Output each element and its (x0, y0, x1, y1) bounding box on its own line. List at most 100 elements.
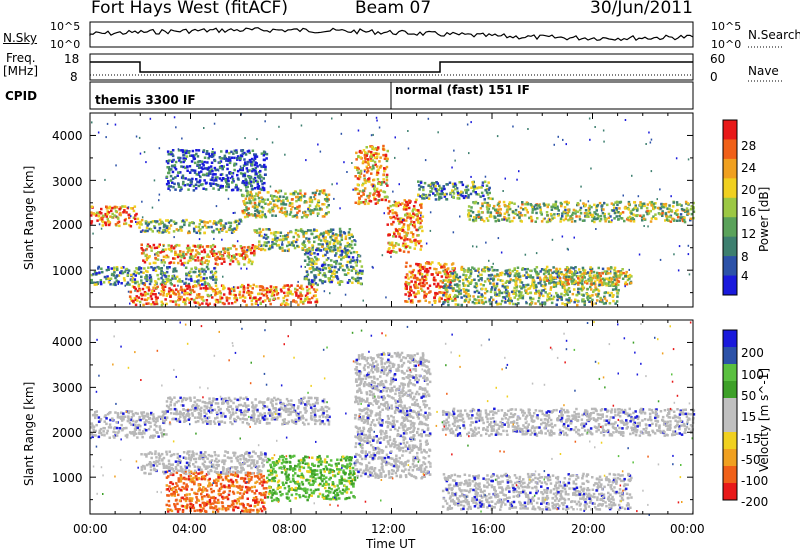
power-cell (243, 263, 246, 266)
power-cell (654, 202, 657, 205)
power-cell (438, 291, 441, 294)
power-cell (408, 246, 412, 249)
power-cell (280, 202, 283, 206)
power-cell (259, 302, 262, 305)
power-cell (311, 248, 314, 251)
power-cell (198, 179, 202, 182)
power-cell (251, 163, 254, 167)
power-cell (165, 293, 169, 296)
power-speckle-cell (383, 212, 385, 215)
power-cell (308, 291, 312, 295)
power-cell (195, 231, 198, 234)
power-cell (457, 303, 460, 306)
power-cell (412, 205, 416, 208)
power-cell (501, 284, 504, 288)
power-cell (372, 183, 375, 187)
power-cell (190, 279, 193, 282)
power-cell (304, 294, 308, 297)
power-cell (245, 180, 248, 183)
power-cell (529, 296, 532, 299)
power-cell (258, 191, 262, 194)
power-cell (295, 216, 299, 219)
power-cell (563, 288, 567, 291)
power-cell (414, 241, 417, 244)
power-cell (257, 185, 261, 188)
power-cell (126, 273, 130, 277)
power-cell (140, 218, 144, 222)
power-cell (241, 167, 244, 170)
power-cell (531, 207, 535, 210)
power-cell (191, 221, 194, 224)
power-cell (236, 219, 239, 223)
power-cell (583, 219, 586, 222)
power-cell (550, 208, 554, 211)
velocity-ytick-4000: 4000 (52, 335, 83, 349)
power-cb-tick-20: 20 (741, 183, 757, 197)
power-cell (240, 254, 243, 257)
power-cell (261, 288, 264, 292)
power-cell (615, 200, 619, 204)
power-cell (567, 201, 570, 204)
power-speckle-cell (589, 208, 591, 211)
power-cell (154, 293, 157, 296)
power-cell (245, 182, 248, 185)
power-cell (347, 231, 351, 234)
power-cell (329, 268, 332, 272)
power-cell (496, 303, 499, 306)
power-cell (216, 287, 219, 291)
power-cell (518, 295, 521, 298)
power-cell (444, 283, 447, 286)
power-cell (150, 249, 153, 252)
power-cell (238, 156, 241, 160)
power-cell (524, 291, 528, 294)
power-cell (514, 277, 518, 280)
power-cell (150, 303, 153, 306)
power-cell (483, 266, 487, 269)
power-speckle-cell (124, 284, 126, 287)
power-cell (639, 201, 642, 204)
power-cell (481, 184, 484, 187)
power-cell (220, 219, 223, 222)
xtick-2: 08:00 (272, 522, 307, 536)
power-cell (304, 249, 307, 252)
power-cell (225, 188, 228, 192)
power-cell (155, 302, 158, 305)
power-cell (467, 284, 470, 287)
power-cell (261, 197, 264, 201)
power-cell (252, 159, 256, 162)
power-cell (175, 243, 178, 247)
power-cell (162, 230, 165, 234)
power-cell (231, 188, 235, 192)
power-cell (682, 208, 686, 212)
velocity-cell (92, 428, 95, 431)
power-cell (239, 189, 243, 192)
power-cell (556, 205, 559, 208)
power-cell (511, 269, 514, 273)
power-cell (133, 278, 137, 281)
power-cell (394, 227, 398, 231)
power-cell (223, 302, 226, 306)
power-cell (184, 266, 188, 269)
power-cell (402, 207, 406, 211)
power-cell (190, 250, 193, 253)
power-speckle-cell (670, 195, 672, 198)
power-cell (547, 279, 551, 282)
power-cell (326, 200, 329, 203)
power-cell (410, 280, 413, 283)
power-cell (320, 189, 324, 192)
power-cell (284, 203, 288, 206)
power-cell (200, 267, 204, 271)
power-cell (313, 193, 317, 197)
power-cell (164, 256, 168, 259)
power-cell (308, 210, 312, 213)
power-speckle-cell (497, 237, 500, 240)
power-cell (470, 186, 473, 189)
power-cell (594, 293, 598, 296)
power-cell (193, 161, 197, 165)
power-cell (243, 200, 246, 203)
power-cell (514, 212, 517, 215)
power-cell (155, 300, 158, 304)
power-cell (284, 214, 288, 218)
power-cell (440, 187, 444, 190)
power-cell (247, 212, 250, 215)
